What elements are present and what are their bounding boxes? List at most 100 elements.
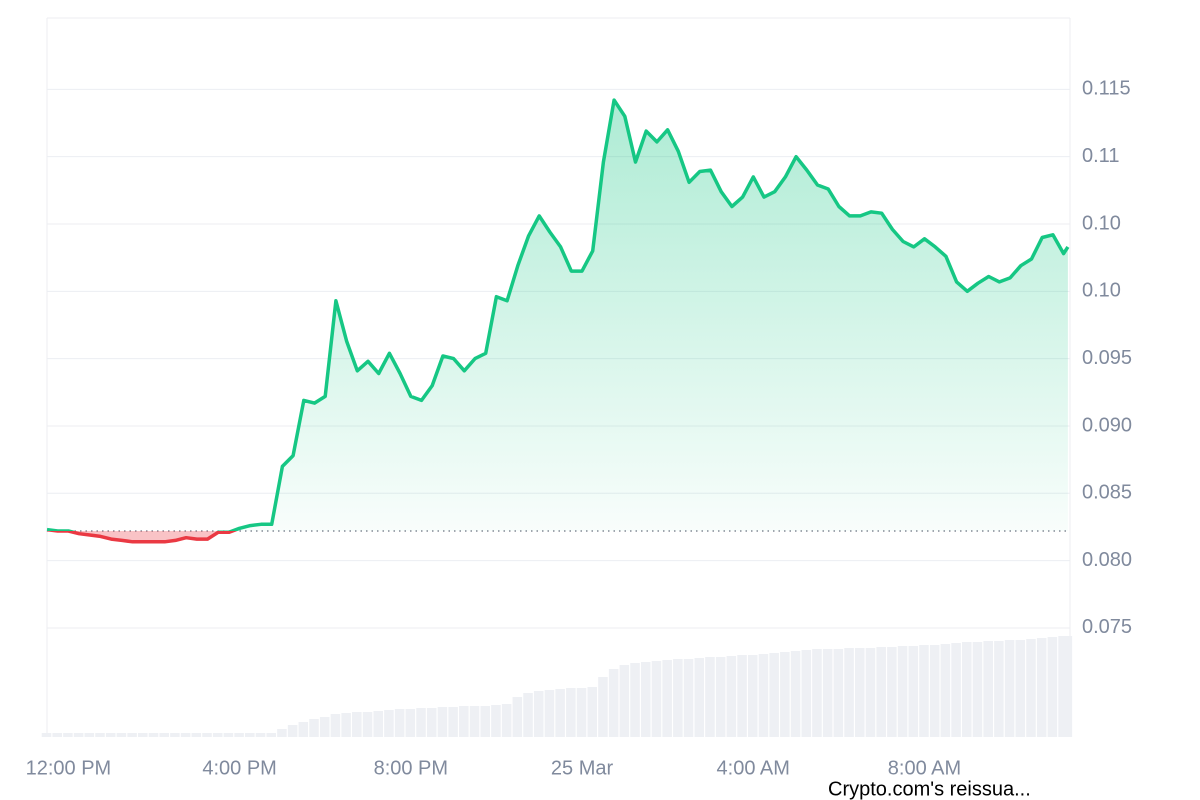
volume-bar [298, 722, 309, 737]
x-tick-label: 25 Mar [551, 757, 614, 779]
y-tick-label: 0.10 [1082, 212, 1121, 234]
volume-bar [255, 733, 266, 737]
volume-bar [566, 688, 576, 737]
area-below [57, 530, 233, 542]
x-tick-label: 4:00 PM [202, 757, 276, 779]
volume-bar [608, 669, 619, 737]
volume-bar [1047, 637, 1058, 737]
volume-bar [780, 652, 790, 737]
volume-bar [876, 647, 886, 737]
volume-bar [844, 648, 854, 737]
volume-bar [790, 651, 801, 737]
volume-bar [940, 644, 951, 737]
volume-bar [191, 733, 202, 737]
volume-bar [822, 649, 833, 737]
volume-bar [961, 642, 972, 737]
volume-bar [887, 647, 897, 737]
volume-bar [651, 661, 662, 737]
volume-bar [758, 654, 769, 737]
volume-bar [576, 688, 587, 737]
volume-bar [1036, 638, 1047, 737]
y-tick-label: 0.115 [1082, 78, 1131, 100]
volume-bar [747, 655, 758, 737]
y-tick-label: 0.080 [1082, 549, 1132, 571]
volume-bar [523, 693, 533, 737]
volume-bar [533, 691, 544, 737]
volume-bar [352, 712, 362, 737]
volume-bar [84, 733, 95, 737]
volume-bar [426, 708, 437, 737]
volume-bar [919, 645, 929, 737]
volume-bar [373, 711, 383, 737]
volume-bar [994, 641, 1004, 737]
x-tick-label: 8:00 PM [374, 757, 448, 779]
volume-bar [983, 641, 993, 737]
volume-bar [223, 733, 234, 737]
volume-bar [159, 733, 169, 737]
volume-bar [105, 733, 116, 737]
volume-bar [330, 714, 341, 737]
volume-bar [394, 709, 405, 737]
y-tick-label: 0.095 [1082, 347, 1132, 369]
volume-bar [854, 648, 865, 737]
volume-bar [341, 713, 351, 737]
volume-bar [245, 733, 255, 737]
volume-bar [769, 653, 779, 737]
volume-bar [95, 733, 105, 737]
volume-bar [1062, 636, 1073, 737]
volume-bar [138, 733, 148, 737]
volume-bar [405, 709, 416, 737]
y-tick-label: 0.090 [1082, 414, 1132, 436]
volume-bar [480, 706, 491, 737]
x-tick-label: 8:00 AM [888, 757, 961, 779]
volume-bar [694, 658, 705, 737]
y-tick-label: 0.085 [1082, 482, 1132, 504]
annotation: Crypto.com's reissua... [828, 778, 1031, 800]
volume-bar [63, 733, 73, 737]
volume-bar [929, 645, 940, 737]
volume-bar [897, 646, 908, 737]
volume-bar [459, 706, 469, 737]
volume-bar [309, 719, 319, 737]
x-tick-label: 12:00 PM [26, 757, 112, 779]
volume-bar [212, 733, 223, 737]
volume-bar [908, 646, 919, 737]
y-tick-label: 0.10 [1082, 280, 1121, 302]
volume-bar [170, 733, 180, 737]
volume-bar [148, 733, 159, 737]
volume-bar [619, 665, 630, 737]
volume-bar [833, 649, 844, 737]
volume-bar [127, 733, 137, 737]
volume-bar [277, 729, 287, 737]
volume-bar [266, 733, 276, 737]
volume-bar [812, 649, 822, 737]
area-above [47, 100, 1068, 531]
volume-bar [362, 712, 373, 737]
volume-bar [715, 657, 726, 737]
volume-bar [437, 707, 448, 737]
volume-bar [705, 657, 715, 737]
volume-bar [544, 690, 555, 737]
volume-bar [73, 733, 84, 737]
volume-bar [726, 656, 737, 737]
price-line [46, 98, 1070, 531]
volume-bar [234, 733, 244, 737]
volume-bar [41, 733, 52, 737]
price-line-below [46, 530, 238, 544]
volume-bar [448, 707, 458, 737]
volume-bar [673, 659, 683, 737]
volume-bar [587, 687, 598, 737]
volume-bar [501, 704, 512, 737]
volume-bar [202, 733, 212, 737]
volume-bar [416, 708, 426, 737]
volume-bar [1015, 640, 1026, 737]
volume-bar [598, 677, 608, 737]
volume-bar [384, 710, 394, 737]
volume-bar [972, 642, 983, 737]
volume-bar [491, 705, 501, 737]
volume-bar [116, 733, 127, 737]
volume-bar [865, 648, 876, 737]
volume-bar [951, 643, 961, 737]
volume-bar [555, 689, 565, 737]
